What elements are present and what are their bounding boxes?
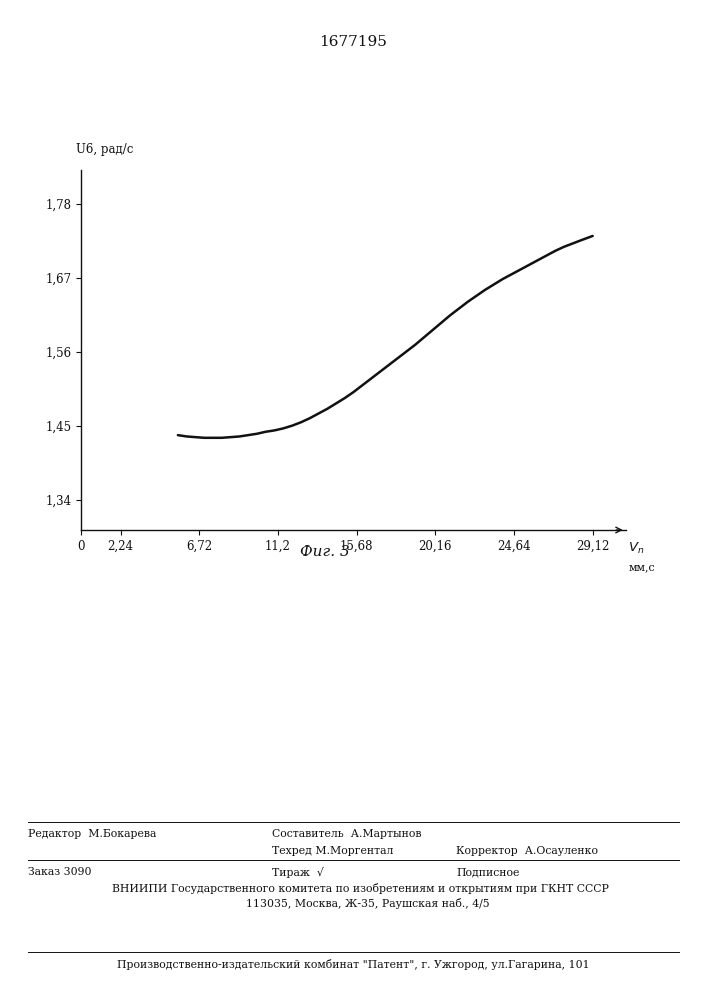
Text: Тираж  √: Тираж √ (272, 867, 324, 878)
Text: ВНИИПИ Государственного комитета по изобретениям и открытиям при ГКНТ СССР: ВНИИПИ Государственного комитета по изоб… (98, 883, 609, 894)
Text: $V_n$: $V_n$ (629, 541, 645, 556)
Text: Составитель  А.Мартынов: Составитель А.Мартынов (272, 829, 421, 839)
Text: Производственно-издательский комбинат "Патент", г. Ужгород, ул.Гагарина, 101: Производственно-издательский комбинат "П… (117, 959, 590, 970)
Text: 113035, Москва, Ж-35, Раушская наб., 4/5: 113035, Москва, Ж-35, Раушская наб., 4/5 (218, 898, 489, 909)
Text: Корректор  А.Осауленко: Корректор А.Осауленко (456, 846, 598, 856)
Text: 1677195: 1677195 (320, 35, 387, 49)
Text: U6, рад/с: U6, рад/с (76, 143, 133, 156)
Text: Заказ 3090: Заказ 3090 (28, 867, 92, 877)
Text: Подписное: Подписное (456, 867, 520, 877)
Text: Редактор  М.Бокарева: Редактор М.Бокарева (28, 829, 157, 839)
Text: Фиг. 3: Фиг. 3 (300, 545, 350, 559)
Text: мм,с: мм,с (629, 562, 655, 572)
Text: Техред М.Моргентал: Техред М.Моргентал (272, 846, 394, 856)
